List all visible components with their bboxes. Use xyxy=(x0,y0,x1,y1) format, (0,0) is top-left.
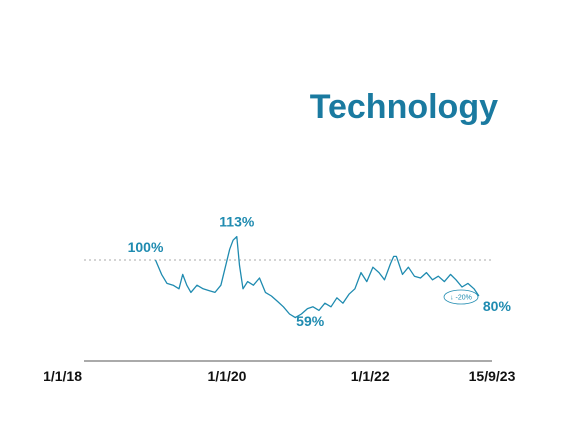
data-label: 80% xyxy=(483,298,512,314)
x-tick-label: 1/1/18 xyxy=(43,368,82,384)
data-labels: 100% 113% 59% 80% xyxy=(128,214,512,329)
x-tick-label: 1/1/22 xyxy=(351,368,390,384)
x-tick-label: 15/9/23 xyxy=(469,368,516,384)
series-line xyxy=(154,235,480,319)
chart-title: Technology xyxy=(310,88,498,126)
data-label: 59% xyxy=(296,313,325,329)
data-label: 113% xyxy=(219,214,255,230)
data-label: 100% xyxy=(128,239,164,255)
x-axis-ticks: 1/1/18 1/1/20 1/1/22 15/9/23 xyxy=(43,368,516,384)
badge-outline xyxy=(443,289,479,305)
change-badge: ↓ -20% xyxy=(443,289,479,305)
badge-text: ↓ -20% xyxy=(450,295,472,302)
x-tick-label: 1/1/20 xyxy=(208,368,247,384)
